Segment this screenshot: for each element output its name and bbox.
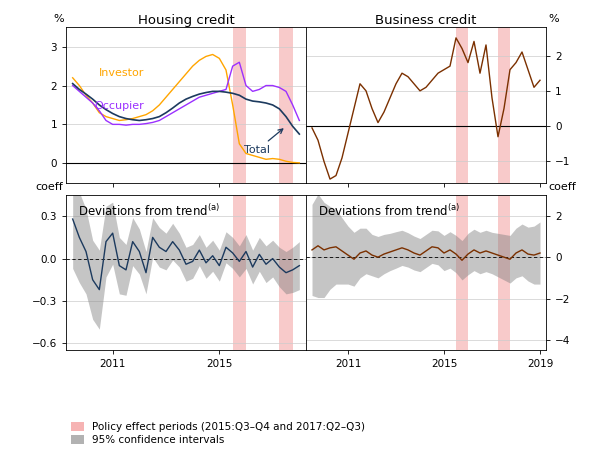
Text: coeff: coeff bbox=[548, 182, 576, 192]
Text: Deviations from trend$\mathregular{^{(a)}}$: Deviations from trend$\mathregular{^{(a)… bbox=[318, 203, 460, 219]
Text: Deviations from trend$\mathregular{^{(a)}}$: Deviations from trend$\mathregular{^{(a)… bbox=[78, 203, 220, 219]
Bar bbox=[233, 27, 246, 182]
Text: %: % bbox=[548, 14, 559, 24]
Bar bbox=[498, 27, 510, 182]
Bar bbox=[280, 195, 293, 350]
Text: Total: Total bbox=[244, 129, 283, 156]
Text: Investor: Investor bbox=[100, 68, 145, 78]
Bar bbox=[233, 195, 246, 350]
Legend: Policy effect periods (2015:Q3–Q4 and 2017:Q2–Q3), 95% confidence intervals: Policy effect periods (2015:Q3–Q4 and 20… bbox=[71, 422, 365, 445]
Bar bbox=[456, 27, 468, 182]
Text: Occupier: Occupier bbox=[94, 101, 144, 111]
Text: coeff: coeff bbox=[36, 182, 64, 192]
Bar bbox=[456, 195, 468, 350]
Bar bbox=[280, 27, 293, 182]
Bar bbox=[498, 195, 510, 350]
Text: %: % bbox=[53, 14, 64, 24]
Title: Business credit: Business credit bbox=[376, 14, 476, 27]
Title: Housing credit: Housing credit bbox=[137, 14, 235, 27]
